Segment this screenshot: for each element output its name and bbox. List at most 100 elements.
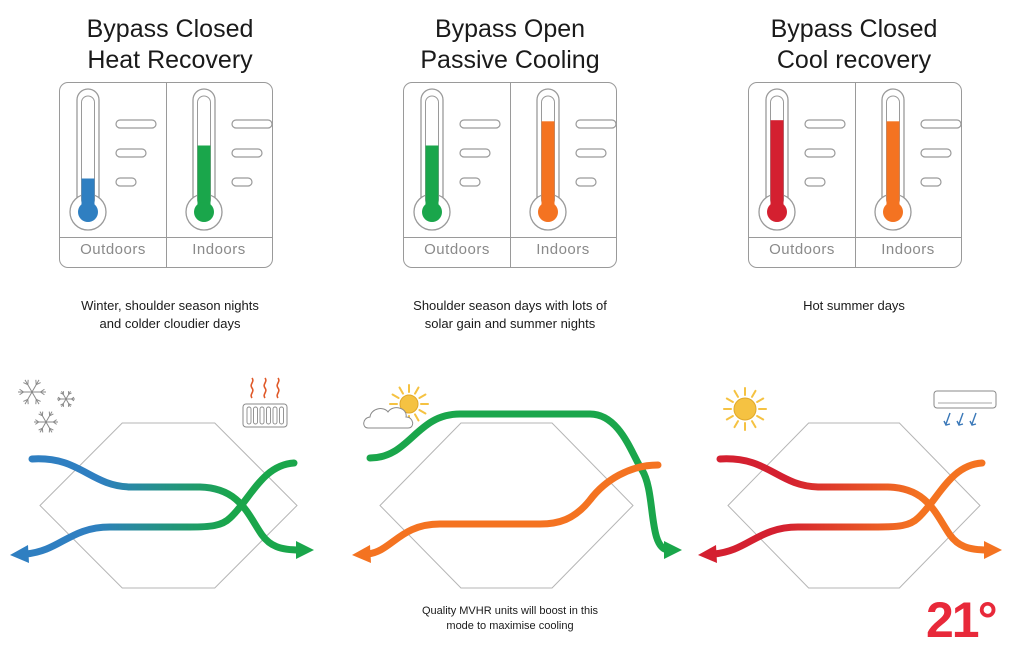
sun-ray	[751, 420, 757, 429]
title-line-2: Cool recovery	[776, 46, 932, 74]
indoors-label: Indoors	[536, 241, 590, 258]
indoors-label: Indoors	[192, 241, 246, 258]
arrowhead	[296, 541, 314, 559]
sun-ray	[733, 389, 739, 398]
snowflake-branch	[35, 421, 40, 425]
sun-ray	[756, 415, 765, 421]
scale-mark	[920, 119, 962, 129]
cloud-icon	[363, 407, 414, 429]
title-line-1: Bypass Open	[434, 15, 586, 43]
arrowhead	[352, 545, 371, 563]
box-divider	[166, 83, 168, 267]
cold-air-arrow	[943, 412, 951, 426]
sun-disc	[399, 394, 419, 414]
sun-icon	[723, 387, 767, 431]
thermometer-bulb	[883, 202, 903, 222]
outdoors-label: Outdoors	[424, 241, 490, 258]
heat-wave	[276, 377, 280, 399]
thermometer-fill	[81, 178, 95, 210]
scale-mark	[231, 177, 253, 187]
thermometer-bulb	[538, 202, 558, 222]
snowflake-arm	[39, 421, 47, 433]
ac-body	[933, 390, 997, 409]
radiator-fin	[246, 406, 252, 425]
outdoor-thermometer	[413, 88, 501, 231]
thermometer-fill	[425, 145, 439, 210]
heat-exchanger-hexagon	[379, 422, 634, 589]
sun-disc	[733, 397, 757, 421]
snowflake-branch	[57, 398, 61, 402]
heat-exchangers	[39, 422, 981, 589]
panel-title-cool-recovery: Bypass Closed Cool recovery	[684, 14, 1024, 76]
sun-ray	[733, 420, 739, 429]
sun-ray	[751, 389, 757, 398]
caption-line-2: solar gain and summer nights	[424, 316, 596, 331]
cold-air-arrow	[969, 412, 977, 426]
arrowhead	[10, 545, 29, 563]
cold-air-arrow	[956, 412, 964, 426]
thermometer-box-cool-recovery: Outdoors Indoors	[748, 82, 962, 268]
extract-air-flow	[710, 459, 986, 558]
thermometer-fill	[770, 120, 784, 210]
snowflake-branch	[19, 388, 24, 393]
snowflake-branch	[40, 391, 45, 396]
box-divider	[749, 237, 961, 239]
radiator-icon	[242, 377, 288, 428]
outdoor-thermometer	[758, 88, 846, 231]
sun-ray	[391, 393, 400, 399]
scale-mark	[920, 148, 952, 158]
airflows	[10, 410, 1002, 563]
thermometer-box-heat-recovery: Outdoors Indoors	[59, 82, 273, 268]
snowflake-arm	[61, 390, 67, 400]
title-line-1: Bypass Closed	[86, 15, 254, 43]
thermometer-bulb	[78, 202, 98, 222]
supply-air-flow	[28, 455, 304, 554]
sun-ray	[725, 397, 734, 403]
boost-note: Quality MVHR units will boost in this mo…	[340, 604, 680, 634]
snowflake-arm	[61, 398, 67, 408]
snowflake-branch	[52, 421, 57, 425]
sun-ray	[398, 386, 404, 395]
radiator-body	[242, 403, 288, 428]
box-divider	[510, 83, 512, 267]
panel-title-heat-recovery: Bypass Closed Heat Recovery	[0, 14, 340, 76]
scale-mark	[459, 177, 481, 187]
caption-passive-cooling: Shoulder season days with lots of solar …	[340, 297, 680, 333]
scale-mark	[231, 148, 263, 158]
outdoor-thermometer	[69, 88, 157, 231]
sun-ray	[418, 409, 427, 415]
arrowhead	[698, 545, 717, 563]
caption-heat-recovery: Winter, shoulder season nights and colde…	[0, 297, 340, 333]
snowflake-arm	[45, 421, 53, 433]
snowflake-branch	[35, 398, 41, 402]
scale-mark	[459, 119, 501, 129]
scale-mark	[575, 148, 607, 158]
radiator-fin	[279, 406, 284, 425]
extract-air-flow	[364, 461, 662, 558]
sun-ray	[414, 386, 420, 395]
scale-mark	[459, 148, 491, 158]
weather-icons	[18, 377, 997, 433]
snowflake-branch	[35, 419, 40, 423]
snowflake-branch	[71, 396, 75, 400]
snowflake-branch	[38, 413, 43, 417]
snowflake-branch	[68, 403, 72, 406]
snowflake-icon	[34, 411, 58, 433]
heat-wave	[250, 377, 254, 399]
air-conditioner-icon	[933, 390, 997, 426]
arrowhead	[984, 541, 1002, 559]
heat-exchanger-hexagon	[727, 422, 981, 589]
scale-mark	[920, 177, 942, 187]
caption-line-1: Shoulder season days with lots of	[413, 298, 607, 313]
scale-mark	[575, 119, 617, 129]
scale-mark	[115, 119, 157, 129]
scale-mark	[231, 119, 273, 129]
note-line-2: mode to maximise cooling	[446, 620, 574, 632]
scale-mark	[575, 177, 597, 187]
heat-exchanger-hexagon	[39, 422, 298, 589]
title-line-1: Bypass Closed	[770, 15, 938, 43]
snowflake-branch	[23, 382, 29, 386]
snowflake-arm	[31, 391, 40, 405]
snowflake-arm	[65, 390, 71, 400]
